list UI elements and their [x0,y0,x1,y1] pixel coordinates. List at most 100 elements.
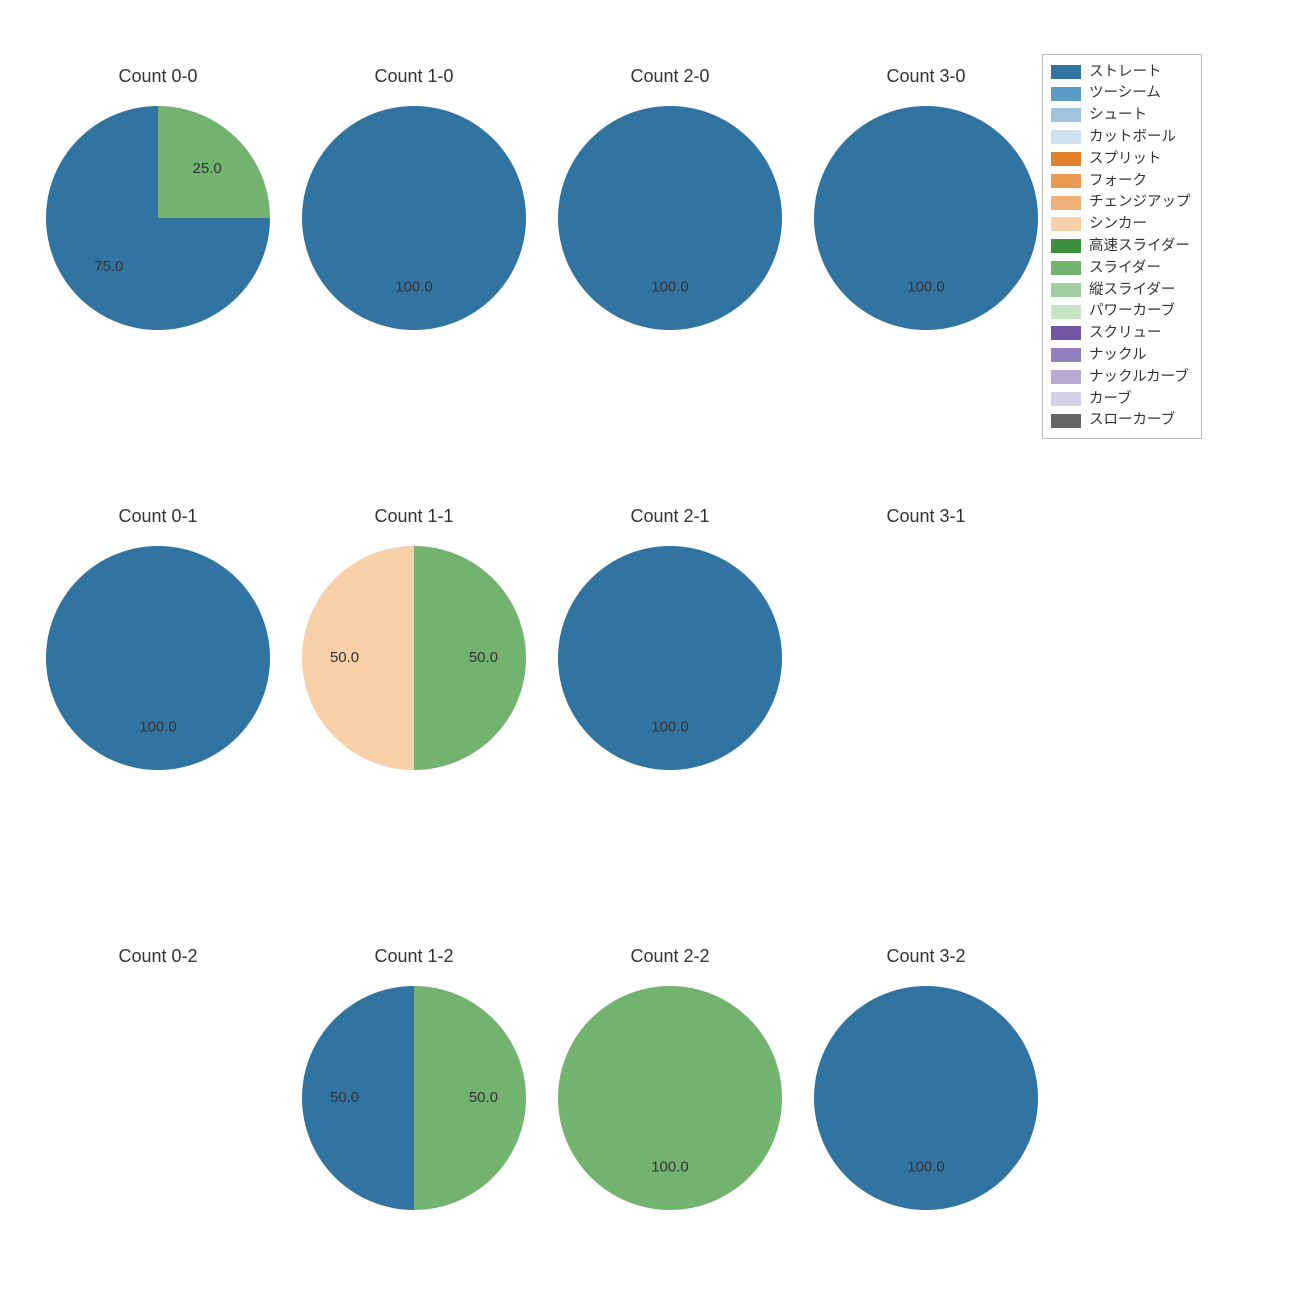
legend-item: チェンジアップ [1051,192,1191,214]
pie-slice [558,546,782,770]
legend-label: 高速スライダー [1089,239,1190,254]
legend-label: スクリュー [1089,326,1162,341]
legend-swatch [1051,174,1081,188]
panel-title: Count 0-0 [30,66,286,87]
pie-slice-label: 100.0 [395,278,433,295]
legend-swatch [1051,261,1081,275]
legend: ストレートツーシームシュートカットボールスプリットフォークチェンジアップシンカー… [1042,54,1202,439]
pie-chart: 100.0 [542,950,798,1266]
legend-swatch [1051,87,1081,101]
panel-title: Count 0-2 [30,946,286,967]
pie-slice [814,106,1038,330]
legend-label: シュート [1089,108,1147,123]
pie-slice-label: 75.0 [94,258,123,275]
pie-chart: 100.0 [798,950,1054,1266]
pie-panel: Count 0-2 [30,950,286,1206]
legend-label: シンカー [1089,217,1147,232]
legend-item: ナックルカーブ [1051,366,1191,388]
legend-label: スローカーブ [1089,413,1175,428]
panel-title: Count 3-2 [798,946,1054,967]
legend-item: スクリュー [1051,323,1191,345]
pie-chart: 100.0 [798,70,1054,386]
legend-item: カットボール [1051,126,1191,148]
legend-item: スプリット [1051,148,1191,170]
legend-label: ストレート [1089,65,1162,80]
pie-panel: Count 3-0100.0 [798,70,1054,326]
panel-title: Count 3-1 [798,506,1054,527]
pie-panel: Count 1-250.050.0 [286,950,542,1206]
pie-panel: Count 0-1100.0 [30,510,286,766]
pie-slice-label: 100.0 [907,1158,945,1175]
pie-panel: Count 3-2100.0 [798,950,1054,1206]
legend-label: カーブ [1089,392,1132,407]
legend-label: ツーシーム [1089,86,1161,101]
pie-panel: Count 3-1 [798,510,1054,766]
pie-slice-label: 50.0 [330,649,359,666]
legend-swatch [1051,196,1081,210]
pie-slice-label: 50.0 [469,649,498,666]
legend-swatch [1051,370,1081,384]
pie-slice-label: 100.0 [651,1158,689,1175]
legend-label: スライダー [1089,261,1161,276]
legend-swatch [1051,130,1081,144]
pie-panel: Count 2-2100.0 [542,950,798,1206]
pie-chart: 100.0 [30,510,286,826]
legend-label: カットボール [1089,130,1176,145]
legend-swatch [1051,392,1081,406]
legend-item: 高速スライダー [1051,235,1191,257]
pie-chart: 100.0 [542,70,798,386]
legend-swatch [1051,414,1081,428]
pie-slice [814,986,1038,1210]
legend-item: フォーク [1051,170,1191,192]
legend-label: 縦スライダー [1089,283,1175,298]
pie-slice [46,546,270,770]
pie-slice-label: 50.0 [469,1089,498,1106]
legend-swatch [1051,152,1081,166]
panel-title: Count 2-0 [542,66,798,87]
legend-item: シュート [1051,105,1191,127]
legend-item: ナックル [1051,344,1191,366]
legend-label: ナックル [1089,348,1147,363]
pie-slice-label: 100.0 [651,278,689,295]
pie-chart: 50.050.0 [286,950,542,1266]
legend-label: スプリット [1089,152,1162,167]
pie-slice [302,106,526,330]
legend-swatch [1051,348,1081,362]
pie-grid-figure: Count 0-075.025.0Count 1-0100.0Count 2-0… [0,0,1300,1300]
legend-swatch [1051,283,1081,297]
panel-title: Count 1-2 [286,946,542,967]
pie-slice-label: 100.0 [139,718,177,735]
legend-item: ストレート [1051,61,1191,83]
legend-label: パワーカーブ [1089,304,1175,319]
panel-title: Count 3-0 [798,66,1054,87]
legend-item: スライダー [1051,257,1191,279]
pie-chart: 50.0 50.0 [286,510,542,826]
panel-title: Count 2-2 [542,946,798,967]
pie-chart: 75.025.0 [30,70,286,386]
panel-title: Count 1-0 [286,66,542,87]
legend-swatch [1051,65,1081,79]
pie-slice [558,986,782,1210]
pie-panel: Count 1-150.050.0 [286,510,542,766]
pie-slice [558,106,782,330]
pie-panel: Count 1-0100.0 [286,70,542,326]
legend-item: シンカー [1051,214,1191,236]
panel-title: Count 0-1 [30,506,286,527]
panel-title: Count 1-1 [286,506,542,527]
pie-panel: Count 2-1100.0 [542,510,798,766]
legend-item: カーブ [1051,388,1191,410]
legend-label: フォーク [1089,174,1147,189]
legend-item: スローカーブ [1051,410,1191,432]
legend-swatch [1051,239,1081,253]
pie-chart: 100.0 [286,70,542,386]
pie-panel: Count 0-075.025.0 [30,70,286,326]
panel-title: Count 2-1 [542,506,798,527]
legend-label: チェンジアップ [1089,195,1191,210]
legend-swatch [1051,326,1081,340]
legend-label: ナックルカーブ [1089,370,1189,385]
pie-slice-label: 100.0 [907,278,945,295]
legend-item: パワーカーブ [1051,301,1191,323]
legend-item: 縦スライダー [1051,279,1191,301]
pie-slice-label: 100.0 [651,718,689,735]
legend-swatch [1051,108,1081,122]
